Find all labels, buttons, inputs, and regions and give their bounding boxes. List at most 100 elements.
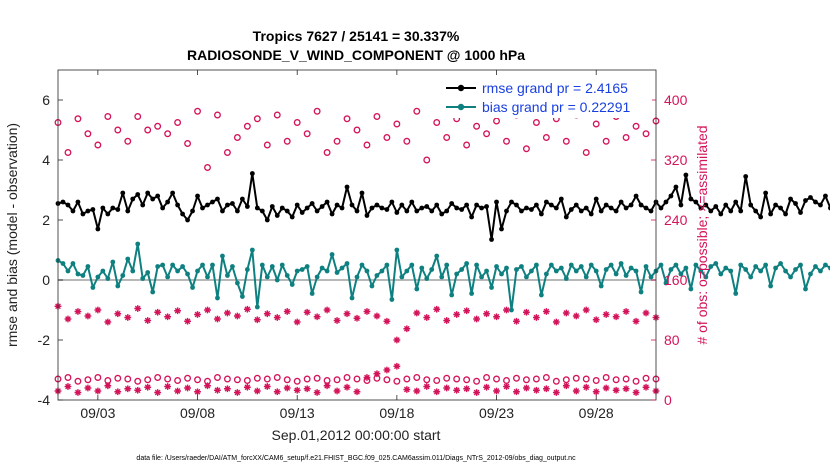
obs-assimilated-marker [283,384,291,392]
bias-point [329,252,335,257]
obs-possible-marker [214,111,221,119]
obs-possible-marker [84,130,92,138]
rmse-point [683,172,689,178]
obs-possible-marker [602,374,610,381]
obs-possible-marker [473,377,481,385]
obs-assimilated-marker [174,307,181,315]
obs-possible-marker [114,374,122,382]
bias-point [474,262,479,268]
bias-point [364,268,370,274]
obs-assimilated-marker [253,316,261,324]
rmse-point [140,202,146,208]
bias-point [180,264,185,269]
rmse-point [499,226,504,232]
obs-possible-marker [283,137,291,145]
obs-possible-marker [174,377,182,384]
bias-point [553,268,559,274]
bias-point [249,247,255,253]
bias-point [633,268,639,274]
bias-point [115,283,121,289]
obs-assimilated-marker [84,312,92,320]
obs-assimilated-marker [313,389,321,396]
rmse-point [349,202,355,208]
rmse-point [334,202,340,208]
bias-point [205,274,210,280]
rmse-point [289,214,295,220]
rmse-point [85,208,91,214]
bias-point [643,264,649,269]
bias-point [319,265,325,271]
obs-assimilated-marker [144,383,152,391]
bias-point [95,274,101,280]
rmse-point [160,205,166,211]
rmse-point [145,190,151,196]
rmse-point [638,202,644,208]
obs-possible-marker [194,376,201,384]
rmse-point [389,199,395,205]
rmse-point [469,214,475,220]
obs-possible-marker [642,374,650,382]
legend-rmse-label: rmse grand pr = 2.4165 [482,80,628,96]
obs-assimilated-marker [214,386,221,394]
rmse-point [329,211,335,217]
rmse-point [678,202,684,208]
obs-assimilated-marker [473,315,480,323]
bias-point [638,289,644,295]
bias-point [469,291,475,296]
plot-area [58,70,656,400]
rmse-point [723,202,729,208]
obs-possible-marker [353,126,361,134]
rmse-point [80,211,86,217]
rmse-point [115,207,121,212]
bias-point [514,267,519,272]
bias-point [155,264,161,269]
rmse-point [284,208,290,214]
rmse-point [424,204,430,209]
bias-point [389,297,395,302]
obs-assimilated-marker [642,309,650,317]
obs-assimilated-marker [572,387,580,395]
obs-assimilated-marker [373,370,381,378]
bias-point [713,261,719,266]
rmse-point [588,211,594,217]
obs-possible-marker [124,375,132,383]
bias-point [65,268,71,274]
obs-possible-marker [64,374,72,381]
bias-point [230,264,235,269]
rmse-point [210,199,215,205]
bias-point [499,271,504,277]
rmse-point [125,208,131,214]
obs-assimilated-marker [493,313,500,321]
bias-point [429,267,435,272]
bias-point [384,262,390,268]
chart-title-line1: Tropics 7627 / 25141 = 30.337% [253,28,460,44]
obs-assimilated-marker [104,382,112,390]
obs-assimilated-marker [293,318,301,326]
rmse-point [793,201,798,206]
rmse-point [673,184,679,190]
obs-assimilated-marker [343,383,351,391]
rmse-point [703,202,709,208]
obs-possible-marker [383,376,391,384]
bias-point [274,277,280,283]
obs-possible-marker [333,376,341,384]
bias-point [130,268,136,274]
rmse-point [279,205,285,211]
bias-point [683,265,689,271]
obs-possible-marker [413,374,421,381]
obs-assimilated-marker [642,383,650,391]
legend-bias-label: bias grand pr = 0.22291 [482,99,630,115]
bias-point [289,282,295,287]
obs-assimilated-marker [582,306,590,314]
rmse-point [773,202,778,208]
bias-point [100,268,106,274]
bias-point [409,262,415,268]
obs-possible-marker [343,115,351,123]
obs-possible-marker [74,115,82,123]
obs-assimilated-marker [552,389,560,396]
obs-possible-marker [522,376,530,384]
rmse-point [658,205,664,211]
rmse-point [200,205,205,211]
obs-assimilated-marker [473,389,480,396]
rmse-point [688,196,694,202]
